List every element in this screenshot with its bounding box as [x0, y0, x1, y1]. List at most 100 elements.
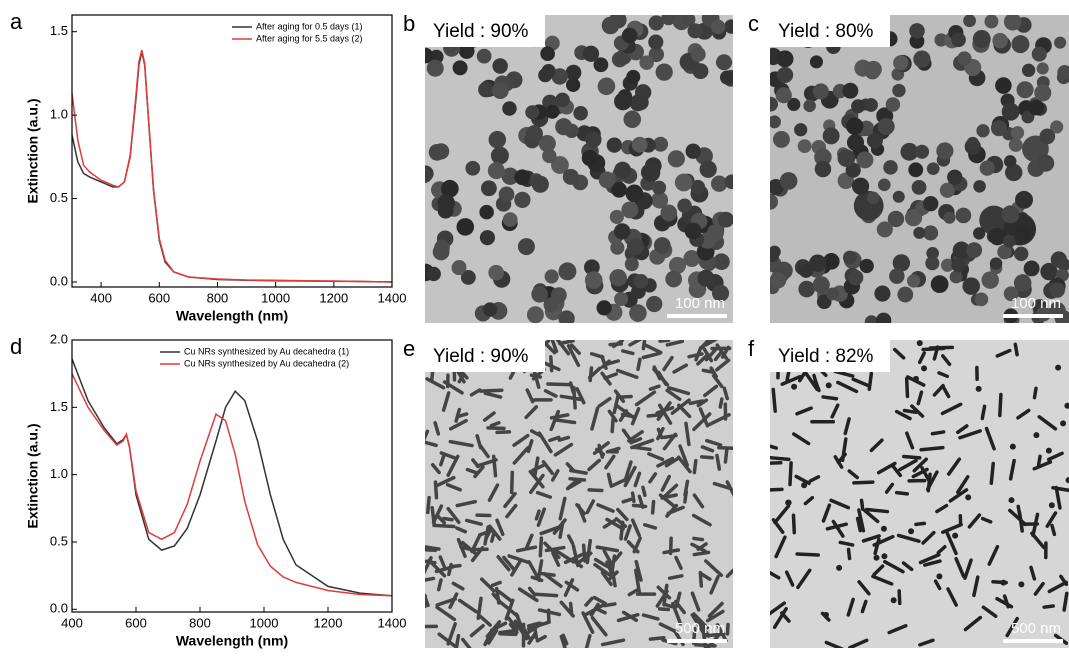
particle	[995, 77, 1012, 94]
series-line	[72, 50, 392, 282]
particle	[893, 55, 908, 70]
panel-label: f	[748, 336, 755, 361]
particle	[614, 93, 632, 111]
particle	[480, 230, 495, 245]
particle	[525, 105, 539, 119]
particle	[823, 127, 840, 144]
nanorod	[704, 634, 706, 652]
y-tick-label: 1.0	[50, 107, 68, 122]
nanorod	[621, 396, 631, 397]
tem-image: Yield : 82%500 nm	[765, 339, 1069, 650]
particle	[777, 67, 793, 83]
nanorod	[849, 549, 850, 558]
particle	[794, 123, 807, 136]
particle	[492, 82, 509, 99]
nanorod	[1044, 606, 1053, 607]
particle	[842, 83, 858, 99]
particle	[1008, 497, 1014, 503]
particle	[1055, 365, 1061, 371]
particle	[936, 573, 942, 579]
particle	[545, 269, 559, 283]
particle	[951, 33, 966, 48]
particle	[838, 149, 856, 167]
nanorod	[571, 604, 572, 613]
particle	[1022, 64, 1035, 77]
tem-image: Yield : 90%100 nm	[417, 7, 739, 326]
particle	[634, 274, 648, 288]
particle	[652, 181, 666, 195]
particle	[488, 265, 504, 281]
nanorod	[982, 406, 984, 418]
particle	[780, 172, 798, 190]
particle	[889, 268, 904, 283]
nanorod	[633, 493, 634, 501]
nanorod	[862, 500, 863, 509]
particle	[542, 64, 556, 78]
nanorod	[660, 609, 669, 610]
particle	[963, 14, 976, 27]
x-tick-label: 1400	[378, 290, 407, 305]
particle	[770, 272, 787, 289]
nanorod	[1015, 344, 1017, 354]
scale-bar	[1003, 314, 1063, 318]
particle	[874, 555, 880, 561]
particle	[801, 482, 807, 488]
nanorod	[899, 591, 900, 604]
particle	[626, 70, 640, 84]
particle	[518, 238, 535, 255]
particle	[654, 237, 671, 254]
particle	[908, 528, 914, 534]
particle	[864, 98, 878, 112]
particle	[883, 160, 898, 175]
nanorod	[434, 525, 454, 526]
series-line	[72, 374, 392, 596]
particle	[878, 118, 895, 135]
particle	[1054, 37, 1066, 49]
panel-label: c	[748, 11, 759, 36]
y-tick-label: 0.0	[50, 601, 68, 616]
particle	[478, 82, 494, 98]
nanorod	[720, 399, 722, 407]
nanorod	[638, 359, 640, 369]
plot-frame	[72, 340, 392, 612]
particle	[558, 262, 576, 280]
y-axis-title: Extinction (a.u.)	[25, 99, 41, 204]
particle	[614, 162, 631, 179]
particle	[965, 494, 971, 500]
legend-label: Cu NRs synthesized by Au decahedra (2)	[184, 358, 349, 368]
nanorod	[916, 523, 924, 524]
nanorod	[536, 511, 539, 519]
particle	[976, 124, 989, 137]
particle	[913, 227, 925, 239]
nanorod	[452, 566, 460, 567]
particle	[1037, 62, 1049, 74]
particle	[917, 340, 923, 346]
nanorod	[770, 458, 789, 460]
scale-bar-label: 100 nm	[675, 295, 725, 312]
nanorod	[660, 340, 668, 341]
particle	[427, 60, 444, 77]
particle	[465, 161, 480, 176]
particle	[990, 257, 1002, 269]
particle	[762, 194, 778, 210]
particle	[1015, 191, 1033, 209]
particle	[865, 61, 882, 78]
panel-label: b	[403, 11, 415, 36]
tem-content: Yield : 90%500 nm	[416, 333, 738, 654]
particle	[798, 281, 815, 298]
particle	[773, 131, 790, 148]
particle	[973, 180, 985, 192]
particle	[992, 33, 1008, 49]
particle	[585, 131, 601, 147]
particle	[1016, 81, 1033, 98]
nanorod	[790, 463, 791, 485]
particle	[1004, 13, 1022, 31]
particle	[867, 133, 883, 149]
nanorod	[492, 533, 494, 542]
x-axis-title: Wavelength (nm)	[176, 633, 288, 649]
particle	[1033, 432, 1039, 438]
scale-bar-label: 100 nm	[1011, 295, 1061, 312]
particle	[489, 131, 507, 149]
panel-label: e	[403, 336, 415, 361]
particle	[426, 267, 440, 281]
